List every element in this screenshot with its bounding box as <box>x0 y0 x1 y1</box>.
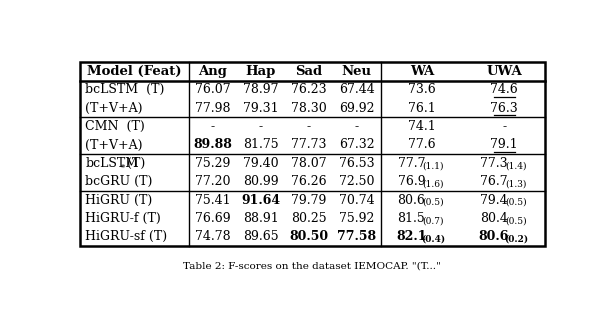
Text: 74.6: 74.6 <box>490 83 518 96</box>
Text: Sad: Sad <box>295 65 322 78</box>
Text: 91.64: 91.64 <box>241 194 280 206</box>
Text: 70.74: 70.74 <box>339 194 375 206</box>
Text: 79.1: 79.1 <box>490 139 518 152</box>
Text: 67.32: 67.32 <box>339 139 375 152</box>
Text: 74.1: 74.1 <box>408 120 436 133</box>
Text: (0.2): (0.2) <box>503 235 528 244</box>
Text: WA: WA <box>410 65 434 78</box>
Text: -: - <box>307 120 311 133</box>
Text: 76.1: 76.1 <box>408 102 436 115</box>
Text: (1.3): (1.3) <box>505 179 527 188</box>
Bar <box>80 62 545 246</box>
Text: 77.73: 77.73 <box>291 139 326 152</box>
Text: bcLSTM: bcLSTM <box>85 157 139 170</box>
Text: 75.92: 75.92 <box>339 212 375 225</box>
Text: bcLSTM  (T): bcLSTM (T) <box>85 83 165 96</box>
Text: (1.4): (1.4) <box>505 161 527 170</box>
Text: 73.6: 73.6 <box>408 83 436 96</box>
Text: 72.50: 72.50 <box>339 175 375 188</box>
Text: -: - <box>354 120 359 133</box>
Text: 80.99: 80.99 <box>243 175 278 188</box>
Text: (T): (T) <box>123 157 146 170</box>
Text: 76.69: 76.69 <box>195 212 231 225</box>
Text: (T+V+A): (T+V+A) <box>85 102 143 115</box>
Text: 80.25: 80.25 <box>291 212 326 225</box>
Text: 81.5: 81.5 <box>398 212 425 225</box>
Text: Hap: Hap <box>246 65 276 78</box>
Text: 80.50: 80.50 <box>289 230 328 243</box>
Text: UWA: UWA <box>486 65 522 78</box>
Text: 69.92: 69.92 <box>339 102 375 115</box>
Text: 76.9: 76.9 <box>398 175 425 188</box>
Text: 75.41: 75.41 <box>195 194 231 206</box>
Text: -: - <box>211 120 215 133</box>
Text: (0.5): (0.5) <box>505 216 527 225</box>
Text: Ang: Ang <box>199 65 227 78</box>
Text: bcGRU (T): bcGRU (T) <box>85 175 153 188</box>
Text: 89.65: 89.65 <box>243 230 278 243</box>
Text: 74.78: 74.78 <box>195 230 231 243</box>
Text: 77.58: 77.58 <box>337 230 376 243</box>
Text: 77.20: 77.20 <box>195 175 231 188</box>
Text: (1.1): (1.1) <box>423 161 444 170</box>
Text: CMN  (T): CMN (T) <box>85 120 145 133</box>
Text: 75.29: 75.29 <box>195 157 230 170</box>
Text: (0.4): (0.4) <box>421 235 446 244</box>
Text: 79.79: 79.79 <box>291 194 326 206</box>
Text: -: - <box>259 120 263 133</box>
Text: 76.23: 76.23 <box>291 83 326 96</box>
Text: 80.4: 80.4 <box>480 212 508 225</box>
Text: -: - <box>502 120 506 133</box>
Text: 76.3: 76.3 <box>490 102 518 115</box>
Text: Neu: Neu <box>342 65 371 78</box>
Text: 76.7: 76.7 <box>480 175 508 188</box>
Text: (0.5): (0.5) <box>423 198 444 207</box>
Text: 67.44: 67.44 <box>339 83 375 96</box>
Text: HiGRU (T): HiGRU (T) <box>85 194 153 206</box>
Text: (0.7): (0.7) <box>423 216 444 225</box>
Text: ∗: ∗ <box>120 162 126 171</box>
Text: 79.31: 79.31 <box>243 102 278 115</box>
Text: Model (Feat): Model (Feat) <box>87 65 182 78</box>
Text: 79.40: 79.40 <box>243 157 278 170</box>
Text: 80.6: 80.6 <box>398 194 425 206</box>
Text: 79.4: 79.4 <box>480 194 508 206</box>
Text: HiGRU-f (T): HiGRU-f (T) <box>85 212 161 225</box>
Text: 78.07: 78.07 <box>291 157 326 170</box>
Text: Table 2: F-scores on the dataset IEMOCAP. "(T...": Table 2: F-scores on the dataset IEMOCAP… <box>183 261 440 270</box>
Text: 77.3: 77.3 <box>480 157 508 170</box>
Text: HiGRU-sf (T): HiGRU-sf (T) <box>85 230 168 243</box>
Text: 76.53: 76.53 <box>339 157 375 170</box>
Text: 81.75: 81.75 <box>243 139 278 152</box>
Text: 89.88: 89.88 <box>193 139 232 152</box>
Text: 77.6: 77.6 <box>408 139 436 152</box>
Text: 80.6: 80.6 <box>478 230 509 243</box>
Text: 77.7: 77.7 <box>398 157 425 170</box>
Text: 88.91: 88.91 <box>243 212 279 225</box>
Text: 78.97: 78.97 <box>243 83 278 96</box>
Text: (T+V+A): (T+V+A) <box>85 139 143 152</box>
Text: (1.6): (1.6) <box>423 179 444 188</box>
Text: 76.26: 76.26 <box>291 175 326 188</box>
Text: 76.07: 76.07 <box>195 83 231 96</box>
Text: 77.98: 77.98 <box>195 102 231 115</box>
Text: 82.1: 82.1 <box>396 230 427 243</box>
Text: (0.5): (0.5) <box>505 198 527 207</box>
Text: 78.30: 78.30 <box>291 102 326 115</box>
